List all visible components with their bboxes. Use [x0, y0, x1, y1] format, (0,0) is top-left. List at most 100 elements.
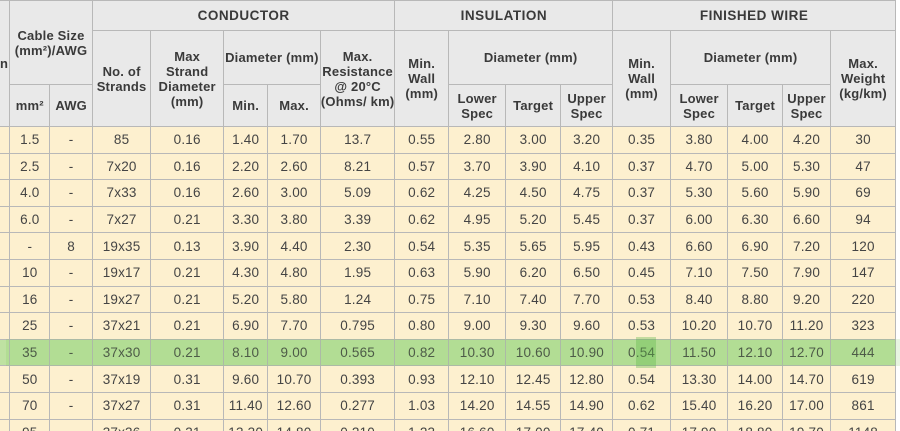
table-cell: 12.70 [781, 338, 832, 367]
header-awg: AWG [49, 84, 93, 127]
table-cell: 0.55 [394, 126, 449, 154]
table-cell: 5.80 [267, 285, 321, 314]
table-cell: 0.210 [319, 418, 396, 431]
table-cell: 0.53 [612, 312, 671, 340]
table-cell: 7x27 [91, 205, 152, 234]
table-cell: 10.20 [669, 312, 729, 340]
table-cell: 4.00 [727, 126, 783, 154]
table-cell: 0.16 [150, 126, 224, 154]
table-cell: - [49, 418, 93, 431]
table-cell: 3.90 [222, 232, 269, 260]
table-cell: 3.70 [447, 152, 507, 181]
table-cell: 1.5 [9, 126, 51, 154]
table-cell: 0.31 [150, 365, 224, 393]
table-cell: - [49, 152, 93, 181]
table-cell: 2.30 [319, 232, 396, 260]
table-cell: 5.00 [727, 152, 783, 181]
table-cell: 3.90 [505, 152, 561, 181]
table-row: 1.5-85 0.16 1.40 1.70 13.7 0.55 2.80 3.00 3.20 0.… [0, 126, 896, 154]
table-cell: 6.60 [669, 232, 729, 260]
table-row: 70-37x27 0.31 11.40 12.60 0.277 1.03 14.20 14.5… [0, 391, 896, 420]
table-cell: 30 [830, 126, 896, 154]
table-row: 25-37x21 0.21 6.90 7.70 0.795 0.80 9.00 9.30 9.6… [0, 312, 896, 340]
table-cell: 6.90 [727, 232, 783, 260]
table-cell: - [49, 285, 93, 314]
table-cell: 7.40 [505, 285, 561, 314]
table-cell: 14.55 [505, 391, 561, 420]
row-lead-cell [0, 285, 11, 314]
table-cell: 17.00 [781, 391, 832, 420]
table-cell: 25 [9, 312, 51, 340]
header-insulation-diameter: Diameter (mm) [447, 30, 614, 85]
header-finished-min-wall: Min. Wall (mm) [612, 30, 671, 127]
table-cell: - [49, 338, 93, 367]
table-cell: 4.30 [222, 258, 269, 287]
table-cell: 17.90 [669, 418, 729, 431]
table-cell: 0.21 [150, 205, 224, 234]
table-cell: 17.00 [505, 418, 561, 431]
header-mm2: mm² [9, 84, 51, 127]
table-cell: 3.00 [505, 126, 561, 154]
table-cell: 444 [830, 338, 896, 367]
table-cell: 8.21 [319, 152, 396, 181]
table-cell: 4.20 [781, 126, 832, 154]
table-cell: 5.90 [447, 258, 507, 287]
table-cell: 14.80 [267, 418, 321, 431]
table-cell: 7.50 [727, 258, 783, 287]
table-cell: 11.50 [669, 338, 729, 367]
table-cell: 14.20 [447, 391, 507, 420]
header-finished-diameter: Diameter (mm) [669, 30, 832, 85]
table-cell: 0.21 [150, 312, 224, 340]
table-cell: 2.60 [222, 179, 269, 207]
table-cell: 85 [91, 126, 152, 154]
table-cell: 0.31 [150, 391, 224, 420]
row-lead-cell [0, 232, 11, 260]
table-cell: 0.62 [394, 205, 449, 234]
table-cell: 0.54 [612, 365, 671, 393]
table-cell: 5.95 [559, 232, 614, 260]
table-cell: 3.00 [267, 179, 321, 207]
header-finished-target: Target [727, 84, 783, 127]
table-cell: 10.60 [505, 338, 561, 367]
table-row: 4.0-7x33 0.16 2.60 3.00 5.09 0.62 4.25 4.50 4.75… [0, 179, 896, 207]
table-cell: 47 [830, 152, 896, 181]
table-cell: 6.90 [222, 312, 269, 340]
table-cell: 95 [9, 418, 51, 431]
table-cell: 6.00 [669, 205, 729, 234]
table-cell: - [9, 232, 51, 260]
table-cell: 18.80 [727, 418, 783, 431]
table-cell: 11.20 [781, 312, 832, 340]
row-lead-cell [0, 338, 11, 367]
table-cell: 10.30 [447, 338, 507, 367]
table-cell: 14.90 [559, 391, 614, 420]
table-cell: 8.10 [222, 338, 269, 367]
table-cell: 8.80 [727, 285, 783, 314]
table-cell: 3.30 [222, 205, 269, 234]
table-cell: 0.57 [394, 152, 449, 181]
table-cell: 16.60 [447, 418, 507, 431]
table-cell: 9.00 [267, 338, 321, 367]
table-cell: 37x36 [91, 418, 152, 431]
table-cell: 10.70 [267, 365, 321, 393]
table-cell: 69 [830, 179, 896, 207]
table-cell: 0.31 [150, 418, 224, 431]
table-cell: - [49, 258, 93, 287]
table-cell: 7x33 [91, 179, 152, 207]
table-cell: - [49, 312, 93, 340]
header-conductor: CONDUCTOR [91, 0, 396, 31]
table-cell: 12.60 [267, 391, 321, 420]
table-row: 35-37x30 0.21 8.10 9.00 0.565 0.82 10.30 10.60 1… [0, 338, 896, 367]
table-cell: 9.20 [781, 285, 832, 314]
table-cell: 7.10 [669, 258, 729, 287]
header-finished-wire: FINISHED WIRE [612, 0, 896, 31]
table-cell: 2.80 [447, 126, 507, 154]
header-max-weight: Max. Weight (kg/km) [830, 30, 896, 127]
table-cell: 0.565 [319, 338, 396, 367]
table-cell: 4.70 [669, 152, 729, 181]
row-lead-cell [0, 391, 11, 420]
table-cell: 8.40 [669, 285, 729, 314]
table-cell: 37x19 [91, 365, 152, 393]
table-body: 1.5-85 0.16 1.40 1.70 13.7 0.55 2.80 3.00 3.20 0.… [0, 126, 896, 431]
